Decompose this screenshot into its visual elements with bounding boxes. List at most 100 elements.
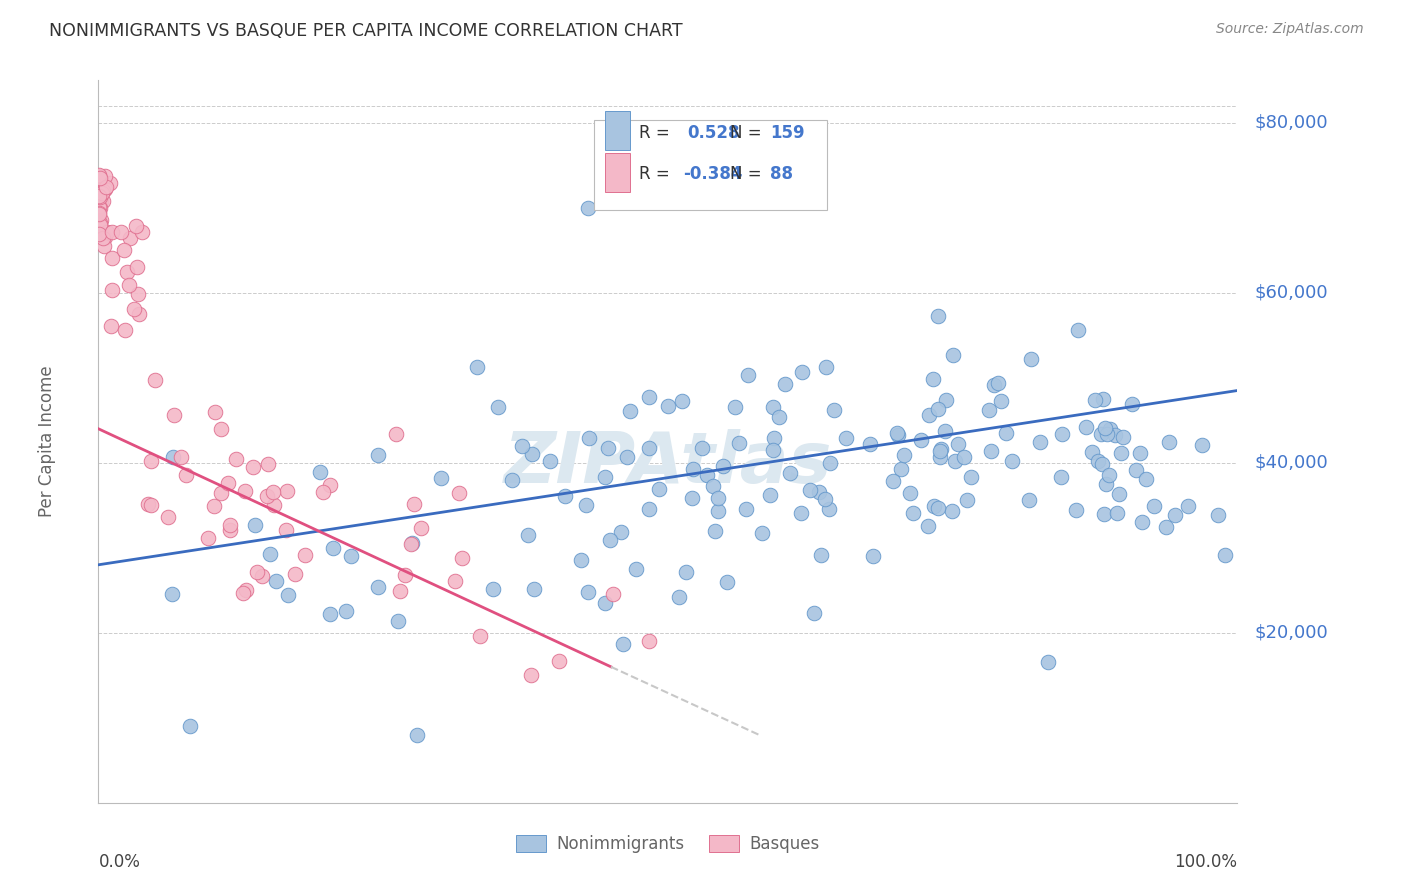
Point [675, 566, 697, 580]
Point [162, 450, 184, 465]
Point [125, 260, 148, 274]
Point [768, 410, 790, 425]
Point [946, 437, 969, 451]
Point [87, 206, 110, 220]
Point [87, 168, 110, 182]
Point [89, 219, 111, 233]
Text: ZIPAtlas: ZIPAtlas [503, 429, 832, 498]
Point [682, 461, 704, 475]
Point [501, 473, 523, 487]
Point [1084, 392, 1107, 407]
Point [294, 548, 316, 562]
Point [716, 575, 738, 590]
Point [1036, 655, 1059, 669]
Point [520, 447, 543, 461]
Point [728, 436, 751, 450]
Point [319, 478, 342, 492]
Point [1094, 420, 1116, 434]
Point [1076, 419, 1098, 434]
Point [256, 489, 278, 503]
Point [517, 528, 540, 542]
Point [482, 582, 505, 596]
Point [89, 216, 111, 230]
Point [401, 536, 423, 550]
Point [122, 302, 145, 317]
Text: NONIMMIGRANTS VS BASQUE PER CAPITA INCOME CORRELATION CHART: NONIMMIGRANTS VS BASQUE PER CAPITA INCOM… [49, 22, 683, 40]
Point [859, 437, 882, 451]
Point [125, 219, 148, 234]
Point [576, 201, 599, 215]
Point [1104, 428, 1126, 442]
Point [322, 541, 344, 556]
Point [163, 408, 186, 422]
Point [799, 483, 821, 497]
Point [465, 359, 488, 374]
Point [820, 456, 842, 470]
Point [319, 607, 342, 622]
Point [1129, 446, 1152, 460]
Point [810, 548, 832, 562]
Point [385, 427, 408, 442]
Point [681, 491, 703, 505]
Point [1087, 454, 1109, 468]
Point [1213, 548, 1236, 562]
Text: R =: R = [640, 165, 675, 183]
Point [882, 474, 904, 488]
Point [257, 457, 280, 471]
Point [901, 506, 924, 520]
Point [886, 425, 908, 440]
Point [1159, 435, 1181, 450]
Text: $60,000: $60,000 [1254, 284, 1329, 301]
Point [1097, 468, 1119, 483]
Point [87, 206, 110, 220]
Point [593, 470, 616, 484]
Point [335, 605, 357, 619]
Point [523, 582, 546, 596]
Point [934, 425, 956, 439]
Point [942, 348, 965, 362]
Point [118, 231, 141, 245]
Point [1064, 502, 1087, 516]
Point [595, 596, 617, 610]
Point [387, 614, 409, 628]
Point [486, 400, 509, 414]
Point [284, 567, 307, 582]
Point [619, 404, 641, 418]
Point [927, 501, 949, 516]
Point [803, 607, 825, 621]
Point [1130, 515, 1153, 529]
Point [1091, 457, 1114, 471]
Point [277, 588, 299, 602]
FancyBboxPatch shape [593, 120, 827, 211]
Point [100, 251, 122, 265]
Point [1099, 421, 1122, 435]
Point [657, 399, 679, 413]
Point [112, 244, 135, 258]
Point [235, 582, 257, 597]
Point [1163, 508, 1185, 523]
Point [136, 497, 159, 511]
Point [922, 499, 945, 513]
Point [702, 479, 724, 493]
Text: 88: 88 [770, 165, 793, 183]
Point [1092, 392, 1115, 406]
Text: N =: N = [731, 165, 768, 183]
Point [156, 510, 179, 524]
Point [411, 521, 433, 535]
Point [87, 227, 110, 242]
Point [703, 524, 725, 538]
Point [101, 225, 124, 239]
Point [983, 378, 1005, 392]
Point [1121, 397, 1143, 411]
Point [929, 443, 952, 458]
Point [616, 450, 638, 464]
Point [246, 565, 269, 579]
Point [647, 483, 669, 497]
Point [128, 307, 150, 321]
Point [101, 283, 124, 297]
Point [219, 523, 242, 537]
Point [690, 442, 713, 456]
Point [139, 498, 162, 512]
Point [94, 180, 117, 194]
Point [1097, 426, 1119, 441]
